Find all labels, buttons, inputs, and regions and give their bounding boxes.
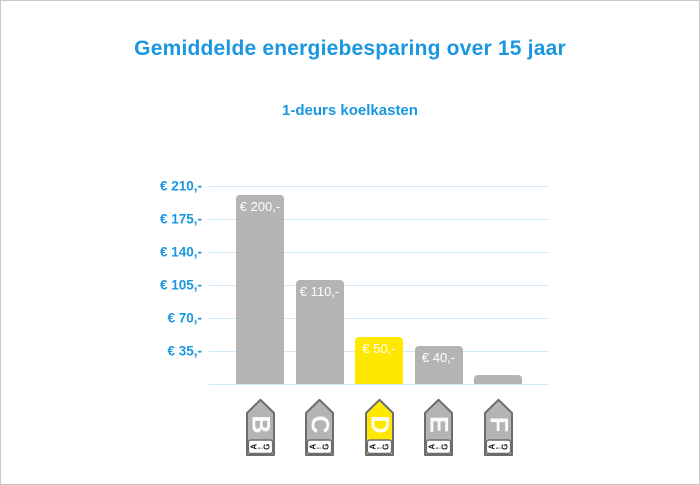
- y-axis-tick-label: € 175,-: [159, 211, 202, 227]
- bar-value-label: € 110,-: [299, 284, 340, 300]
- eu-energy-label-icon: D A ← G: [364, 398, 394, 456]
- gridline: [209, 186, 549, 187]
- scale-letter-g: G: [262, 444, 271, 450]
- energy-label-D: D A ← G: [355, 398, 403, 457]
- energy-class-letter: D: [365, 415, 393, 433]
- scale-letter-a: A: [368, 444, 377, 450]
- energy-class-letter: F: [484, 417, 512, 432]
- bar-C: € 110,-: [295, 280, 344, 384]
- energy-class-letter: C: [306, 415, 334, 433]
- scale-arrow-icon: ←: [256, 442, 265, 452]
- scale-letter-g: G: [381, 444, 390, 450]
- energy-class-letter: B: [246, 415, 274, 433]
- y-axis-tick-label: € 140,-: [159, 244, 202, 260]
- scale-arrow-icon: ←: [494, 442, 503, 452]
- plot-area: € 210,- € 175,- € 140,- € 105,- € 70,- € 35,-…: [160, 179, 549, 385]
- energy-label-F: F A ← G: [474, 398, 522, 457]
- bar-value-label: € 40,-: [421, 350, 456, 366]
- eu-energy-label-icon: E A ← G: [424, 398, 453, 456]
- gridline: [209, 318, 549, 319]
- energy-label-C: C A ← G: [296, 398, 344, 457]
- y-axis-tick-label: € 35,-: [167, 343, 202, 359]
- scale-arrow-icon: ←: [315, 442, 324, 452]
- bar-B: € 200,-: [236, 195, 284, 384]
- bar-value-label: € 200,-: [239, 199, 281, 215]
- energy-label-E: E A ← G: [415, 398, 463, 457]
- bar-D: € 50,-: [355, 336, 403, 384]
- scale-letter-g: G: [440, 444, 449, 450]
- scale-letter-a: A: [428, 444, 437, 450]
- y-axis-tick-label: € 210,-: [159, 178, 202, 194]
- energy-class-letter: E: [425, 416, 453, 433]
- scale-arrow-icon: ←: [375, 442, 384, 452]
- x-axis-icons-row: B A ← G C A ← G D A ← G: [209, 398, 549, 457]
- scale-letter-a: A: [487, 444, 496, 450]
- gridline: [209, 219, 549, 220]
- scale-letter-a: A: [249, 444, 258, 450]
- eu-energy-label-icon: F A ← G: [483, 398, 513, 456]
- y-axis-tick-label: € 105,-: [159, 277, 202, 293]
- energy-label-B: B A ← G: [236, 398, 284, 457]
- scale-letter-a: A: [309, 444, 318, 450]
- bar-F: [474, 374, 522, 384]
- scale-arrow-icon: ←: [434, 442, 443, 452]
- scale-letter-g: G: [321, 444, 330, 450]
- bar-value-label: € 50,-: [362, 340, 396, 356]
- page-title: Gemiddelde energiebesparing over 15 jaar: [134, 37, 566, 60]
- gridline: [209, 252, 549, 253]
- y-axis-tick-label: € 70,-: [167, 310, 202, 326]
- bars-row: € 200,- € 110,- € 50,- € 40,-: [209, 186, 549, 384]
- eu-energy-label-icon: C A ← G: [305, 398, 334, 456]
- bar-E: € 40,-: [414, 346, 463, 384]
- eu-energy-label-icon: B A ← G: [245, 398, 275, 456]
- gridline: [209, 285, 549, 286]
- x-axis-baseline: [209, 384, 549, 385]
- scale-letter-g: G: [500, 444, 509, 450]
- chart-subtitle: 1-deurs koelkasten: [282, 102, 418, 119]
